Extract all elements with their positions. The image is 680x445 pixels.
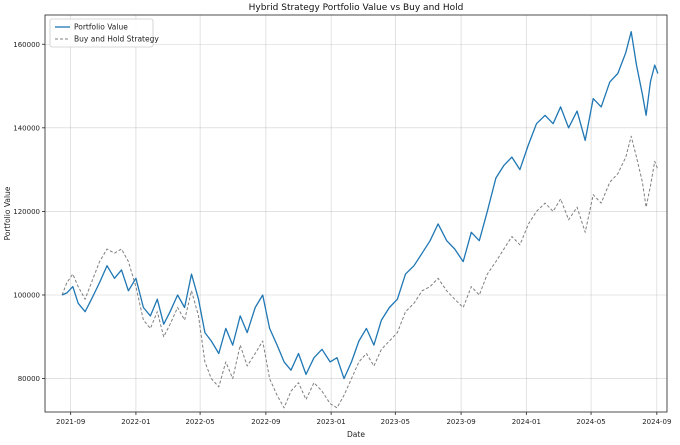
x-tick-label: 2022-05: [185, 418, 214, 426]
series-layer: [61, 31, 659, 409]
x-tick-label: 2021-09: [56, 418, 85, 426]
y-tick-label: 160000: [13, 41, 40, 49]
plot-frame: [44, 14, 668, 413]
series-line-buy-and-hold: [61, 135, 659, 409]
x-tick-label: 2023-05: [381, 418, 410, 426]
x-tick-label: 2022-09: [251, 418, 280, 426]
y-tick-label: 120000: [13, 208, 40, 216]
x-tick-label: 2024-05: [576, 418, 605, 426]
chart-title: Hybrid Strategy Portfolio Value vs Buy a…: [249, 3, 464, 13]
y-tick-label: 100000: [13, 291, 40, 299]
legend-label-portfolio: Portfolio Value: [74, 23, 128, 32]
x-tick-label: 2024-01: [512, 418, 541, 426]
x-axis-title: Date: [347, 430, 365, 439]
y-tick-label: 80000: [18, 375, 40, 383]
ticks-layer: 2021-09 2022-01 2022-05 2022-09 2023-01 2023-…: [13, 41, 671, 426]
y-tick-label: 140000: [13, 124, 40, 132]
legend-box: [49, 18, 154, 48]
x-tick-label: 2024-09: [642, 418, 671, 426]
y-axis-title: Portfolio Value: [3, 186, 12, 240]
x-tick-label: 2022-01: [121, 418, 150, 426]
series-line-portfolio: [61, 31, 659, 380]
legend-label-buy-and-hold: Buy and Hold Strategy: [74, 35, 159, 44]
grid-layer: [45, 15, 667, 412]
legend: Portfolio Value Buy and Hold Strategy: [49, 18, 159, 48]
x-tick-label: 2023-09: [446, 418, 475, 426]
x-tick-label: 2023-01: [317, 418, 346, 426]
